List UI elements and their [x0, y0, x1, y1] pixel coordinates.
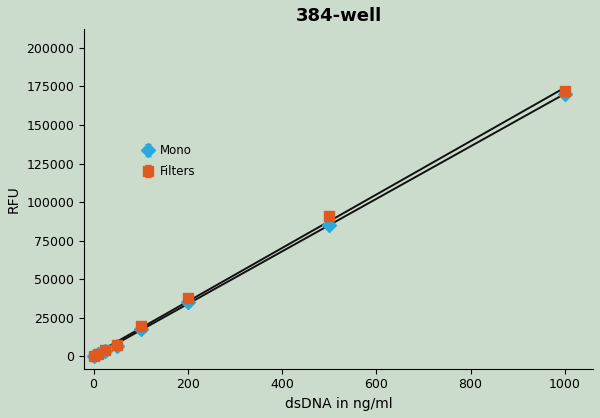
Y-axis label: RFU: RFU — [7, 185, 21, 213]
Legend: Mono, Filters: Mono, Filters — [141, 144, 196, 178]
Title: 384-well: 384-well — [295, 7, 382, 25]
X-axis label: dsDNA in ng/ml: dsDNA in ng/ml — [285, 397, 392, 411]
